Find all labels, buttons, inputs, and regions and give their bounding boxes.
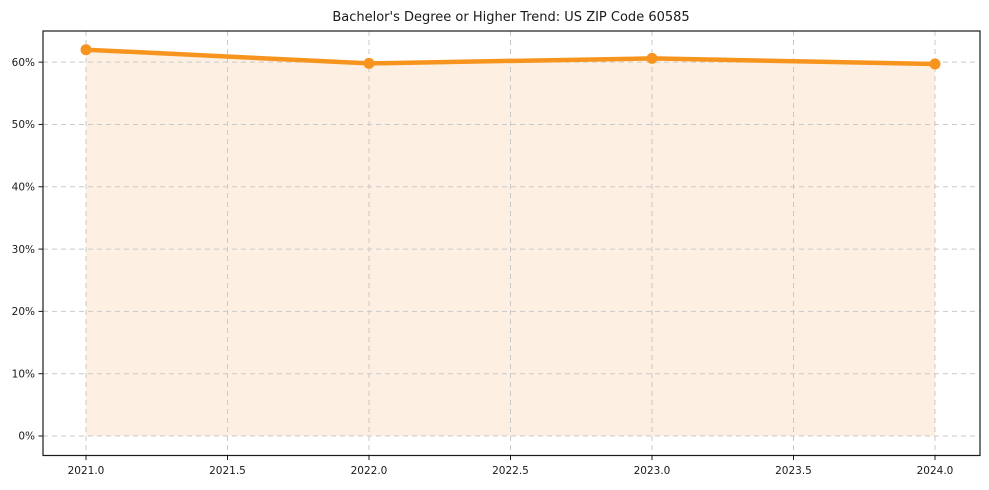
trend-line: [83, 47, 938, 67]
x-tick-label: 2023.5: [775, 465, 812, 477]
y-tick-label: 0%: [18, 431, 35, 443]
data-point-marker: [929, 58, 941, 70]
y-tick-label: 10%: [12, 368, 35, 380]
data-point-marker: [363, 57, 375, 69]
plot-area: 2021.0 2021.5 2022.0 2022.5 2023.0 2023.5 2024…: [12, 30, 981, 477]
plot-border: [42, 30, 981, 457]
x-tick-label: 2024.0: [917, 465, 954, 477]
x-tick-label: 2022.5: [492, 465, 529, 477]
y-tick-label: 20%: [12, 306, 35, 318]
x-tick-label: 2021.5: [209, 465, 246, 477]
x-tick-label: 2021.0: [68, 465, 105, 477]
data-point-marker: [646, 52, 658, 64]
x-tick-label: 2022.0: [351, 465, 388, 477]
y-tick-label: 30%: [12, 244, 35, 256]
y-tick-label: 40%: [12, 181, 35, 193]
chart-title: Bachelor's Degree or Higher Trend: US ZI…: [332, 10, 689, 25]
data-point-marker: [80, 44, 92, 56]
y-tick-label: 50%: [12, 119, 35, 131]
y-tick-label: 60%: [12, 57, 35, 69]
x-tick-label: 2023.0: [634, 465, 671, 477]
